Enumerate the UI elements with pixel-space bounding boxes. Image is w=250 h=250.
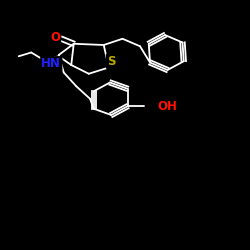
Text: S: S [107, 55, 116, 68]
Text: O: O [50, 31, 60, 44]
Text: HN: HN [41, 57, 61, 70]
Text: OH: OH [158, 100, 178, 113]
